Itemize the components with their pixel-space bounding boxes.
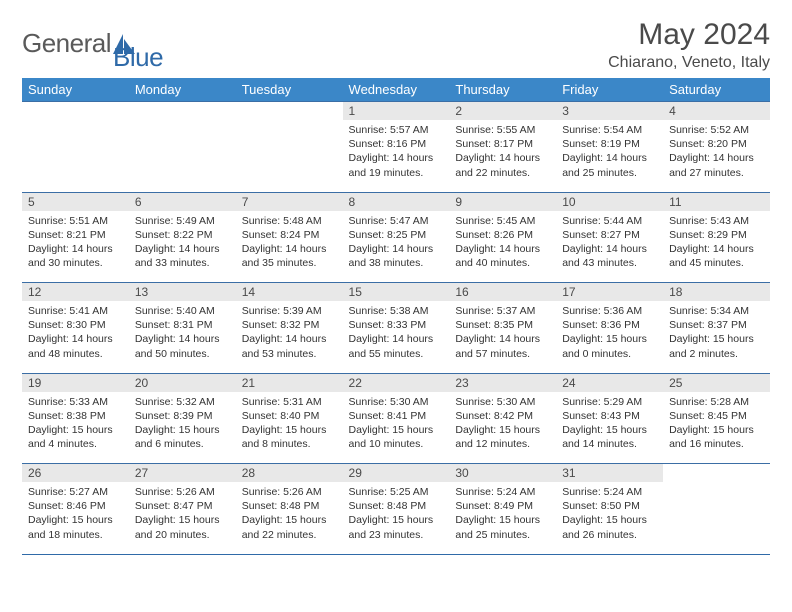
day-number-cell: 23	[449, 373, 556, 392]
day-number-cell: 5	[22, 192, 129, 211]
day-number-cell: 18	[663, 283, 770, 302]
day-header: Tuesday	[236, 78, 343, 102]
day-number-cell: 29	[343, 464, 450, 483]
day-number-cell: 9	[449, 192, 556, 211]
day-cell	[22, 120, 129, 192]
week-content-row: Sunrise: 5:33 AMSunset: 8:38 PMDaylight:…	[22, 392, 770, 464]
day-cell: Sunrise: 5:26 AMSunset: 8:48 PMDaylight:…	[236, 482, 343, 554]
day-number-cell: 20	[129, 373, 236, 392]
day-cell	[236, 120, 343, 192]
day-cell: Sunrise: 5:47 AMSunset: 8:25 PMDaylight:…	[343, 211, 450, 283]
day-cell: Sunrise: 5:52 AMSunset: 8:20 PMDaylight:…	[663, 120, 770, 192]
day-cell: Sunrise: 5:24 AMSunset: 8:50 PMDaylight:…	[556, 482, 663, 554]
day-cell: Sunrise: 5:45 AMSunset: 8:26 PMDaylight:…	[449, 211, 556, 283]
day-number-cell: 15	[343, 283, 450, 302]
day-number-cell: 12	[22, 283, 129, 302]
day-cell: Sunrise: 5:29 AMSunset: 8:43 PMDaylight:…	[556, 392, 663, 464]
day-header-row: Sunday Monday Tuesday Wednesday Thursday…	[22, 78, 770, 102]
day-cell: Sunrise: 5:41 AMSunset: 8:30 PMDaylight:…	[22, 301, 129, 373]
day-number-cell: 4	[663, 102, 770, 121]
day-number-cell: 16	[449, 283, 556, 302]
day-cell: Sunrise: 5:24 AMSunset: 8:49 PMDaylight:…	[449, 482, 556, 554]
day-number-cell: 19	[22, 373, 129, 392]
day-header: Monday	[129, 78, 236, 102]
week-content-row: Sunrise: 5:27 AMSunset: 8:46 PMDaylight:…	[22, 482, 770, 554]
day-number-cell	[129, 102, 236, 121]
day-number-cell: 22	[343, 373, 450, 392]
day-cell: Sunrise: 5:27 AMSunset: 8:46 PMDaylight:…	[22, 482, 129, 554]
day-number-cell: 31	[556, 464, 663, 483]
day-number-cell: 21	[236, 373, 343, 392]
day-cell: Sunrise: 5:54 AMSunset: 8:19 PMDaylight:…	[556, 120, 663, 192]
daynum-row: 1234	[22, 102, 770, 121]
day-cell: Sunrise: 5:30 AMSunset: 8:42 PMDaylight:…	[449, 392, 556, 464]
day-number-cell: 17	[556, 283, 663, 302]
week-content-row: Sunrise: 5:57 AMSunset: 8:16 PMDaylight:…	[22, 120, 770, 192]
day-cell: Sunrise: 5:57 AMSunset: 8:16 PMDaylight:…	[343, 120, 450, 192]
day-cell	[129, 120, 236, 192]
day-cell	[663, 482, 770, 554]
day-cell: Sunrise: 5:48 AMSunset: 8:24 PMDaylight:…	[236, 211, 343, 283]
day-number-cell: 11	[663, 192, 770, 211]
day-cell: Sunrise: 5:30 AMSunset: 8:41 PMDaylight:…	[343, 392, 450, 464]
day-cell: Sunrise: 5:43 AMSunset: 8:29 PMDaylight:…	[663, 211, 770, 283]
day-number-cell: 6	[129, 192, 236, 211]
day-number-cell: 24	[556, 373, 663, 392]
day-header: Friday	[556, 78, 663, 102]
day-number-cell: 10	[556, 192, 663, 211]
day-cell: Sunrise: 5:39 AMSunset: 8:32 PMDaylight:…	[236, 301, 343, 373]
daynum-row: 262728293031	[22, 464, 770, 483]
day-cell: Sunrise: 5:55 AMSunset: 8:17 PMDaylight:…	[449, 120, 556, 192]
day-cell: Sunrise: 5:37 AMSunset: 8:35 PMDaylight:…	[449, 301, 556, 373]
day-number-cell: 28	[236, 464, 343, 483]
day-cell: Sunrise: 5:38 AMSunset: 8:33 PMDaylight:…	[343, 301, 450, 373]
day-cell: Sunrise: 5:44 AMSunset: 8:27 PMDaylight:…	[556, 211, 663, 283]
week-content-row: Sunrise: 5:41 AMSunset: 8:30 PMDaylight:…	[22, 301, 770, 373]
month-title: May 2024	[608, 18, 770, 52]
day-cell: Sunrise: 5:36 AMSunset: 8:36 PMDaylight:…	[556, 301, 663, 373]
day-number-cell: 26	[22, 464, 129, 483]
day-header: Sunday	[22, 78, 129, 102]
logo-text-1: General	[22, 28, 111, 59]
page-header: General Blue May 2024 Chiarano, Veneto, …	[22, 18, 770, 72]
day-cell: Sunrise: 5:51 AMSunset: 8:21 PMDaylight:…	[22, 211, 129, 283]
day-number-cell: 30	[449, 464, 556, 483]
day-cell: Sunrise: 5:34 AMSunset: 8:37 PMDaylight:…	[663, 301, 770, 373]
daynum-row: 12131415161718	[22, 283, 770, 302]
day-cell: Sunrise: 5:40 AMSunset: 8:31 PMDaylight:…	[129, 301, 236, 373]
daynum-row: 567891011	[22, 192, 770, 211]
location-subtitle: Chiarano, Veneto, Italy	[608, 54, 770, 72]
day-number-cell: 7	[236, 192, 343, 211]
day-cell: Sunrise: 5:49 AMSunset: 8:22 PMDaylight:…	[129, 211, 236, 283]
week-content-row: Sunrise: 5:51 AMSunset: 8:21 PMDaylight:…	[22, 211, 770, 283]
day-number-cell: 14	[236, 283, 343, 302]
calendar-table: Sunday Monday Tuesday Wednesday Thursday…	[22, 78, 770, 555]
day-number-cell	[22, 102, 129, 121]
day-cell: Sunrise: 5:28 AMSunset: 8:45 PMDaylight:…	[663, 392, 770, 464]
day-cell: Sunrise: 5:25 AMSunset: 8:48 PMDaylight:…	[343, 482, 450, 554]
day-number-cell: 3	[556, 102, 663, 121]
day-header: Wednesday	[343, 78, 450, 102]
day-cell: Sunrise: 5:32 AMSunset: 8:39 PMDaylight:…	[129, 392, 236, 464]
day-number-cell	[663, 464, 770, 483]
day-number-cell: 2	[449, 102, 556, 121]
day-number-cell: 8	[343, 192, 450, 211]
day-number-cell: 27	[129, 464, 236, 483]
day-header: Saturday	[663, 78, 770, 102]
day-number-cell	[236, 102, 343, 121]
logo-text-2: Blue	[113, 42, 163, 72]
day-number-cell: 13	[129, 283, 236, 302]
day-number-cell: 25	[663, 373, 770, 392]
daynum-row: 19202122232425	[22, 373, 770, 392]
day-cell: Sunrise: 5:31 AMSunset: 8:40 PMDaylight:…	[236, 392, 343, 464]
logo: General Blue	[22, 18, 187, 59]
day-header: Thursday	[449, 78, 556, 102]
title-block: May 2024 Chiarano, Veneto, Italy	[608, 18, 770, 72]
day-cell: Sunrise: 5:33 AMSunset: 8:38 PMDaylight:…	[22, 392, 129, 464]
day-cell: Sunrise: 5:26 AMSunset: 8:47 PMDaylight:…	[129, 482, 236, 554]
day-number-cell: 1	[343, 102, 450, 121]
